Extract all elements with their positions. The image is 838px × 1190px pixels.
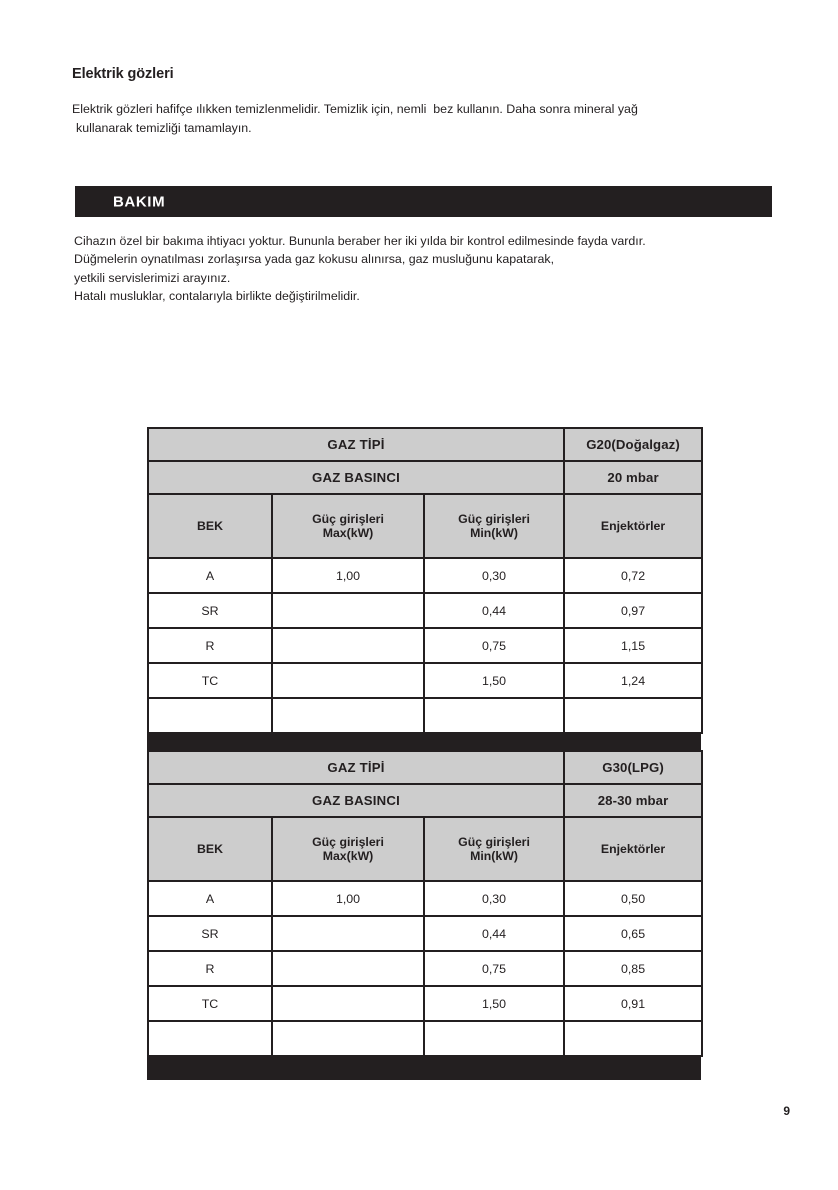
table-header-row: BEK Güç girişleri Max(kW) Güç girişleri … <box>147 493 704 559</box>
cell-power-min: 0,75 <box>422 627 566 664</box>
table-row-gas-pressure: GAZ BASINCI 28-30 mbar <box>146 783 704 818</box>
table-row-gas-pressure: GAZ BASINCI 20 mbar <box>146 460 704 495</box>
cell-power-min: 0,44 <box>422 592 566 629</box>
column-header-power-max-line-1: Güç girişleri <box>312 511 384 526</box>
maintenance-paragraph-line-3: yetkili servislerimizi arayınız. <box>74 270 231 285</box>
table-row-gas-type: GAZ TİPİ G30(LPG) <box>146 750 704 785</box>
cell-power-min: 1,50 <box>422 985 566 1022</box>
cell-power-min: 0,75 <box>422 950 566 987</box>
cell-power-max <box>271 915 425 952</box>
intro-paragraph-line-1: Elektrik gözleri hafifçe ılıkken temizle… <box>72 102 638 116</box>
cell-power-max <box>271 662 425 699</box>
gas-table-g30-block: GAZ TİPİ G30(LPG) GAZ BASINCI 28-30 mbar… <box>146 750 704 1080</box>
cell-injector: 0,50 <box>563 880 704 917</box>
column-header-injectors: Enjektörler <box>563 816 704 882</box>
column-header-power-max-line-2: Max(kW) <box>322 849 374 863</box>
column-header-burner: BEK <box>147 816 273 882</box>
table-header-row: BEK Güç girişleri Max(kW) Güç girişleri … <box>147 816 704 882</box>
gas-pressure-value: 28-30 mbar <box>563 783 704 818</box>
cell-burner: R <box>147 950 273 987</box>
cell-power-max: 1,00 <box>271 557 425 594</box>
cell-power-min: 0,30 <box>422 557 566 594</box>
page-number: 9 <box>783 1104 790 1118</box>
cell-power-min: 0,30 <box>422 880 566 917</box>
column-header-power-min: Güç girişleri Min(kW) <box>422 816 566 882</box>
cell-power-max: 1,00 <box>271 880 425 917</box>
cell-burner: TC <box>147 985 273 1022</box>
table-row-gas-type: GAZ TİPİ G20(Doğalgaz) <box>146 427 704 462</box>
column-header-burner: BEK <box>147 493 273 559</box>
intro-paragraph: Elektrik gözleri hafifçe ılıkken temizle… <box>72 100 782 138</box>
cell-power-max <box>271 592 425 629</box>
column-header-power-max: Güç girişleri Max(kW) <box>271 816 425 882</box>
table-row: SR 0,44 0,65 <box>147 915 704 952</box>
cell-injector: 0,65 <box>563 915 704 952</box>
maintenance-paragraph-line-2: Düğmelerin oynatılması zorlaşırsa yada g… <box>74 252 555 267</box>
bakim-banner-label: BAKIM <box>113 193 166 210</box>
cell-power-max <box>271 627 425 664</box>
cell-burner <box>147 697 273 734</box>
maintenance-paragraph: Cihazın özel bir bakıma ihtiyacı yoktur.… <box>74 232 790 306</box>
cell-injector <box>563 1020 704 1057</box>
gas-pressure-value: 20 mbar <box>563 460 704 495</box>
column-header-power-min: Güç girişleri Min(kW) <box>422 493 566 559</box>
cell-burner <box>147 1020 273 1057</box>
column-header-power-max-line-1: Güç girişleri <box>312 834 384 849</box>
cell-power-min: 0,44 <box>422 915 566 952</box>
gas-type-label: GAZ TİPİ <box>146 427 566 462</box>
table-row: R 0,75 0,85 <box>147 950 704 987</box>
cell-injector: 0,97 <box>563 592 704 629</box>
gas-type-value: G20(Doğalgaz) <box>563 427 704 462</box>
table-row: A 1,00 0,30 0,50 <box>147 880 704 917</box>
section-heading: Elektrik gözleri <box>72 66 174 82</box>
column-header-power-min-line-2: Min(kW) <box>470 526 518 540</box>
column-header-power-max: Güç girişleri Max(kW) <box>271 493 425 559</box>
cell-injector: 1,15 <box>563 627 704 664</box>
table-row: TC 1,50 0,91 <box>147 985 704 1022</box>
cell-burner: SR <box>147 592 273 629</box>
bakim-section-banner: BAKIM <box>75 186 772 217</box>
column-header-power-min-line-1: Güç girişleri <box>458 511 530 526</box>
cell-burner: SR <box>147 915 273 952</box>
table-row: TC 1,50 1,24 <box>147 662 704 699</box>
intro-paragraph-line-2: kullanarak temizliği tamamlayın. <box>76 121 252 135</box>
cell-burner: A <box>147 880 273 917</box>
table-row-empty <box>147 697 704 734</box>
cell-burner: R <box>147 627 273 664</box>
table-row: SR 0,44 0,97 <box>147 592 704 629</box>
gas-table-g30: GAZ TİPİ G30(LPG) GAZ BASINCI 28-30 mbar… <box>146 750 704 1057</box>
maintenance-paragraph-line-1: Cihazın özel bir bakıma ihtiyacı yoktur.… <box>74 234 646 248</box>
gas-type-label: GAZ TİPİ <box>146 750 566 785</box>
cell-power-min <box>422 1020 566 1057</box>
cell-injector: 0,91 <box>563 985 704 1022</box>
column-header-power-min-line-2: Min(kW) <box>470 849 518 863</box>
cell-injector <box>563 697 704 734</box>
cell-injector: 1,24 <box>563 662 704 699</box>
cell-power-min <box>422 697 566 734</box>
cell-burner: A <box>147 557 273 594</box>
column-header-power-min-line-1: Güç girişleri <box>458 834 530 849</box>
cell-power-max <box>271 697 425 734</box>
cell-injector: 0,72 <box>563 557 704 594</box>
table-row: R 0,75 1,15 <box>147 627 704 664</box>
cell-burner: TC <box>147 662 273 699</box>
gas-table-g20: GAZ TİPİ G20(Doğalgaz) GAZ BASINCI 20 mb… <box>146 427 704 734</box>
cell-power-max <box>271 985 425 1022</box>
table-row-empty <box>147 1020 704 1057</box>
cell-power-min: 1,50 <box>422 662 566 699</box>
cell-power-max <box>271 950 425 987</box>
table-row: A 1,00 0,30 0,72 <box>147 557 704 594</box>
cell-injector: 0,85 <box>563 950 704 987</box>
gas-table-g20-block: GAZ TİPİ G20(Doğalgaz) GAZ BASINCI 20 mb… <box>146 427 704 757</box>
cell-power-max <box>271 1020 425 1057</box>
gas-pressure-label: GAZ BASINCI <box>146 460 566 495</box>
gas-type-value: G30(LPG) <box>563 750 704 785</box>
column-header-injectors: Enjektörler <box>563 493 704 559</box>
maintenance-paragraph-line-4: Hatalı musluklar, contalarıyla birlikte … <box>74 289 360 304</box>
gas-pressure-label: GAZ BASINCI <box>146 783 566 818</box>
table-footer-bar <box>147 1057 701 1080</box>
column-header-power-max-line-2: Max(kW) <box>322 526 374 540</box>
